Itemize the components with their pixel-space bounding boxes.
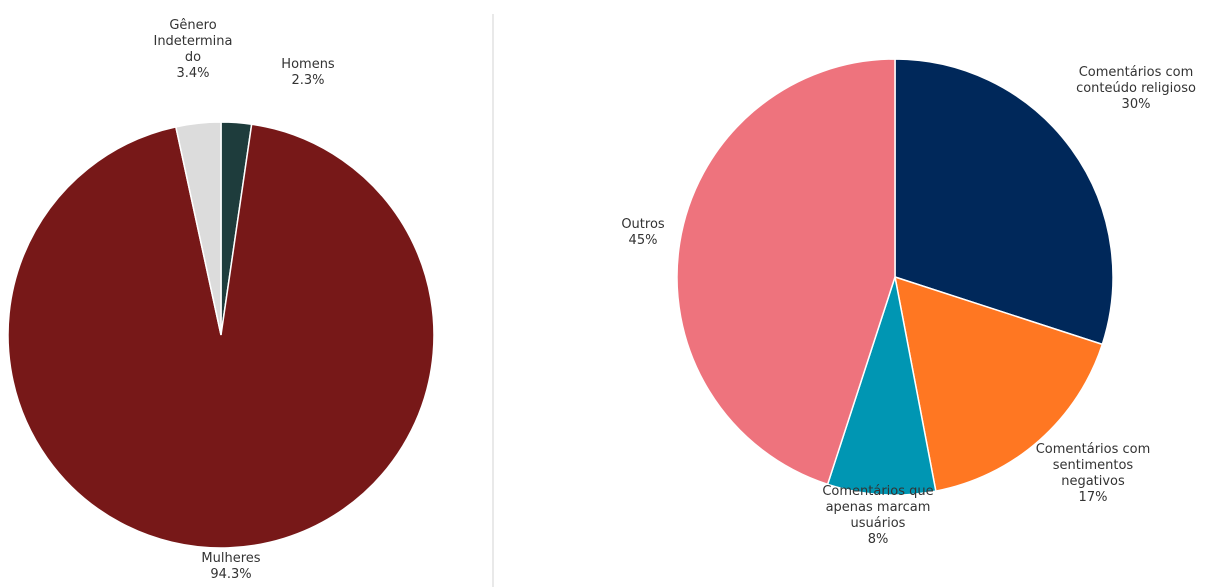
pie-slice-comentarios-com-conteudo-religioso	[894, 58, 1114, 346]
data-label-value: 45%	[629, 233, 658, 248]
data-label-name: usuários	[851, 516, 906, 531]
data-label-name: Homens	[281, 57, 335, 72]
data-label-value: 17%	[1079, 490, 1108, 505]
data-label-value: 30%	[1122, 97, 1151, 112]
gender-pie-chart: Homens 2.3% Mulheres 94.3% Gênero Indetermina…	[7, 18, 435, 582]
data-label-name: do	[185, 50, 201, 65]
data-label-value: 8%	[868, 532, 889, 547]
data-label-name: negativos	[1061, 474, 1125, 489]
pie-slice-comentarios-que-apenas-marcam-usuarios	[826, 276, 937, 496]
data-label-value: 2.3%	[291, 73, 324, 88]
data-label-comentarios-que-apenas-marcam-usuarios: Comentários que apenas marcam usuários 8%	[822, 484, 933, 547]
pie-slice-mulheres	[7, 123, 435, 549]
data-label-homens: Homens 2.3%	[281, 57, 335, 88]
data-label-name: Indetermina	[153, 34, 232, 49]
data-label-name: Comentários que	[822, 484, 933, 499]
pie-slice-outros	[676, 58, 896, 486]
data-label-name: Outros	[621, 217, 665, 232]
data-label-comentarios-com-conteudo-religioso: Comentários com conteúdo religioso 30%	[1076, 65, 1196, 112]
data-label-name: Comentários com	[1036, 442, 1151, 457]
data-label-name: sentimentos	[1053, 458, 1134, 473]
comment-type-pie-chart: Comentários com conteúdo religioso 30%Come…	[621, 58, 1196, 547]
data-label-mulheres: Mulheres 94.3%	[201, 551, 260, 582]
data-label-value: 94.3%	[210, 567, 251, 582]
data-label-outros: Outros 45%	[621, 217, 665, 248]
data-label-value: 3.4%	[176, 66, 209, 81]
data-label-name: Comentários com	[1079, 65, 1194, 80]
data-label-name: Mulheres	[201, 551, 260, 566]
data-label-name: apenas marcam	[826, 500, 931, 515]
data-label-genero-indetermina-do: Gênero Indetermina do 3.4%	[153, 18, 232, 81]
pie-slice-comentarios-com-sentimentos-negativos	[894, 275, 1104, 493]
data-label-name: conteúdo religioso	[1076, 81, 1196, 96]
data-label-comentarios-com-sentimentos-negativos: Comentários com sentimentos negativos 17%	[1036, 442, 1151, 505]
pie-slice-genero-indetermina-do	[174, 121, 222, 336]
data-label-name: Gênero	[169, 18, 216, 33]
